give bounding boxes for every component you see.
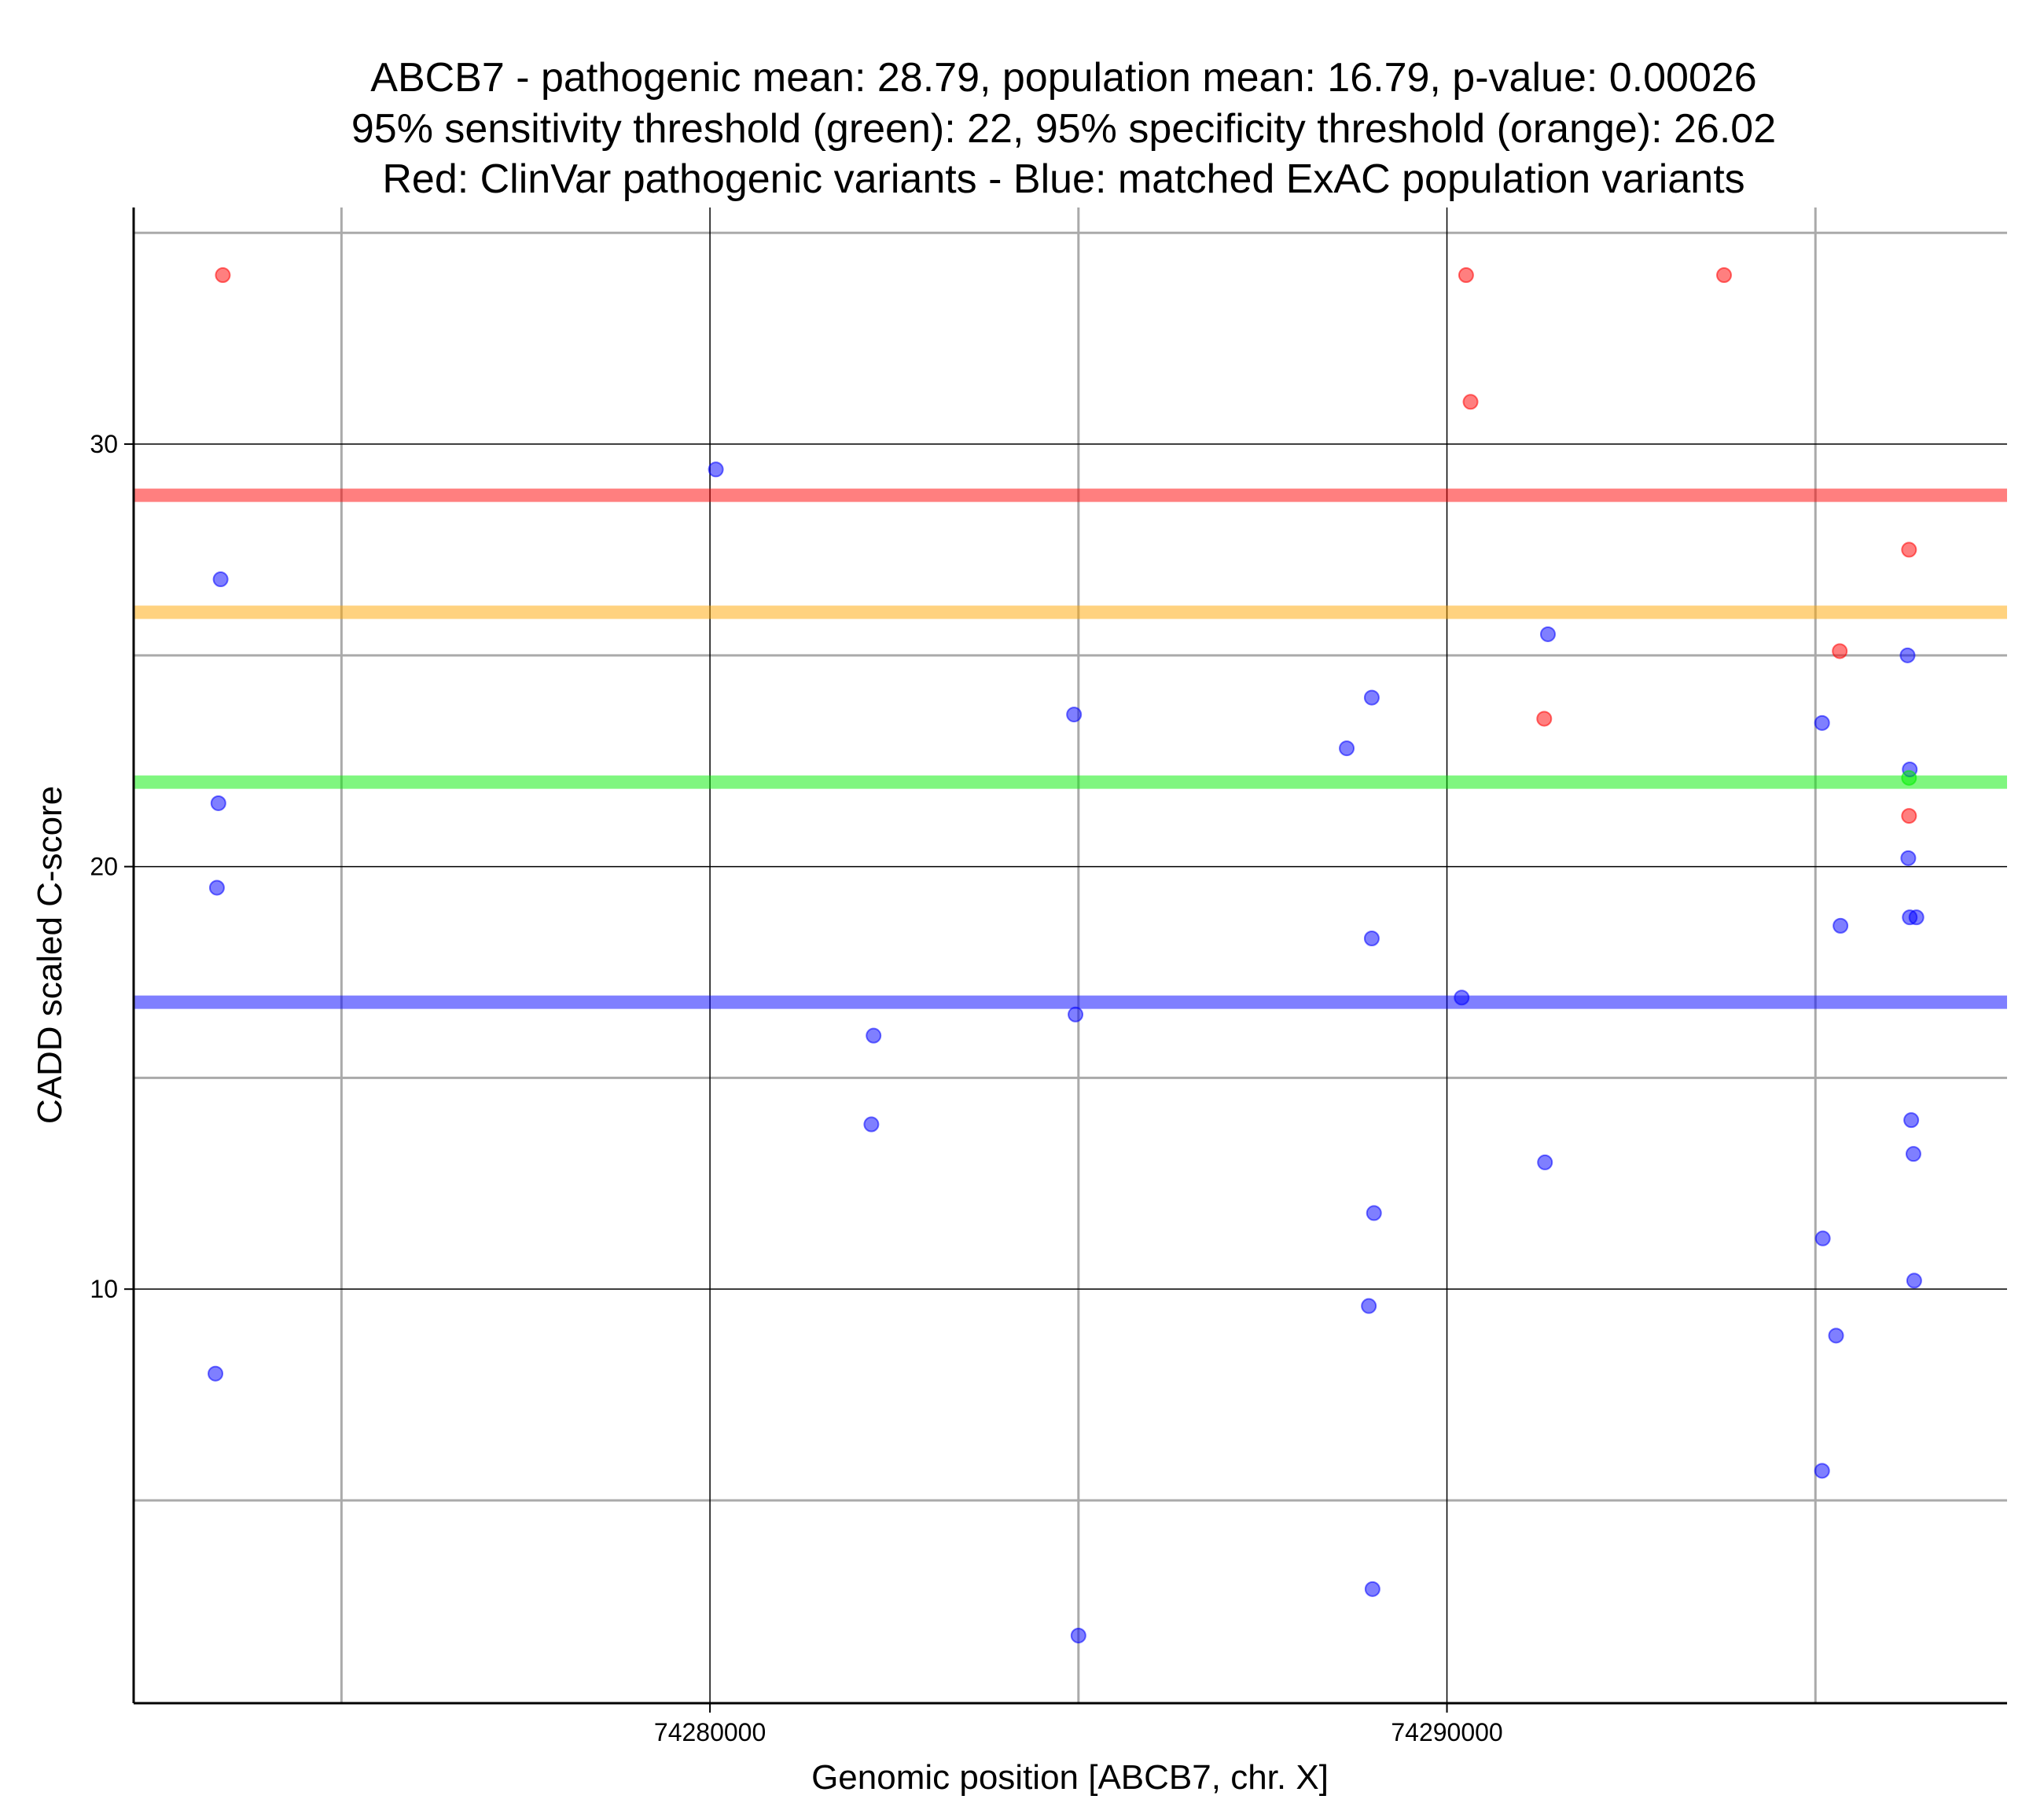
y-tick-label: 20 <box>90 853 118 881</box>
data-point <box>1361 1298 1377 1314</box>
data-point <box>1066 707 1083 723</box>
data-point <box>1828 1327 1844 1344</box>
data-point <box>1900 850 1917 866</box>
y-axis-title: CADD scaled C-score <box>31 786 69 1124</box>
data-point <box>1901 769 1917 786</box>
data-point <box>1814 1463 1830 1479</box>
data-point <box>1363 689 1380 706</box>
grid <box>134 207 2007 1703</box>
data-point <box>1537 1154 1553 1170</box>
data-point <box>1536 711 1553 727</box>
x-tick-label: 74290000 <box>1391 1718 1502 1746</box>
data-point <box>208 879 225 896</box>
data-point <box>1462 394 1479 410</box>
data-point <box>1716 267 1733 284</box>
data-point <box>210 795 226 811</box>
data-point <box>1363 930 1380 946</box>
data-point <box>1832 643 1848 659</box>
reference-lines <box>134 488 2007 1009</box>
chart-title: ABCB7 - pathogenic mean: 28.79, populati… <box>351 55 1776 202</box>
data-point <box>1539 626 1556 642</box>
data-point <box>1068 1006 1084 1023</box>
data-point <box>866 1027 882 1044</box>
title-line-1: ABCB7 - pathogenic mean: 28.79, populati… <box>370 55 1756 101</box>
data-point <box>1814 714 1830 731</box>
data-point <box>215 267 231 284</box>
data-point <box>1901 542 1917 558</box>
y-tick-label: 10 <box>90 1275 118 1303</box>
tick-labels: 74280000 74290000 10 20 30 <box>90 430 1502 1746</box>
data-point <box>1814 1230 1831 1247</box>
data-point <box>1901 808 1917 824</box>
data-point <box>212 571 229 588</box>
data-point <box>208 1365 224 1382</box>
data-point <box>863 1116 880 1133</box>
data-point <box>1458 267 1474 284</box>
data-points <box>208 267 1925 1643</box>
data-point <box>1906 1272 1922 1289</box>
data-point <box>1364 1581 1380 1597</box>
title-line-3: Red: ClinVar pathogenic variants - Blue:… <box>382 156 1744 202</box>
data-point <box>1905 1146 1921 1162</box>
data-point <box>1908 909 1925 926</box>
x-tick-label: 74280000 <box>654 1718 766 1746</box>
data-point <box>1899 647 1916 663</box>
title-line-2: 95% sensitivity threshold (green): 22, 9… <box>351 106 1776 152</box>
data-point <box>1833 917 1849 934</box>
x-axis-title: Genomic position [ABCB7, chr. X] <box>811 1758 1329 1797</box>
data-point <box>1903 1112 1920 1129</box>
data-point <box>1366 1205 1382 1221</box>
axes <box>132 207 2007 1705</box>
data-point <box>1070 1627 1086 1643</box>
data-point <box>1454 990 1470 1006</box>
data-point <box>1339 740 1355 757</box>
y-tick-label: 30 <box>90 430 118 458</box>
data-point <box>708 461 724 478</box>
